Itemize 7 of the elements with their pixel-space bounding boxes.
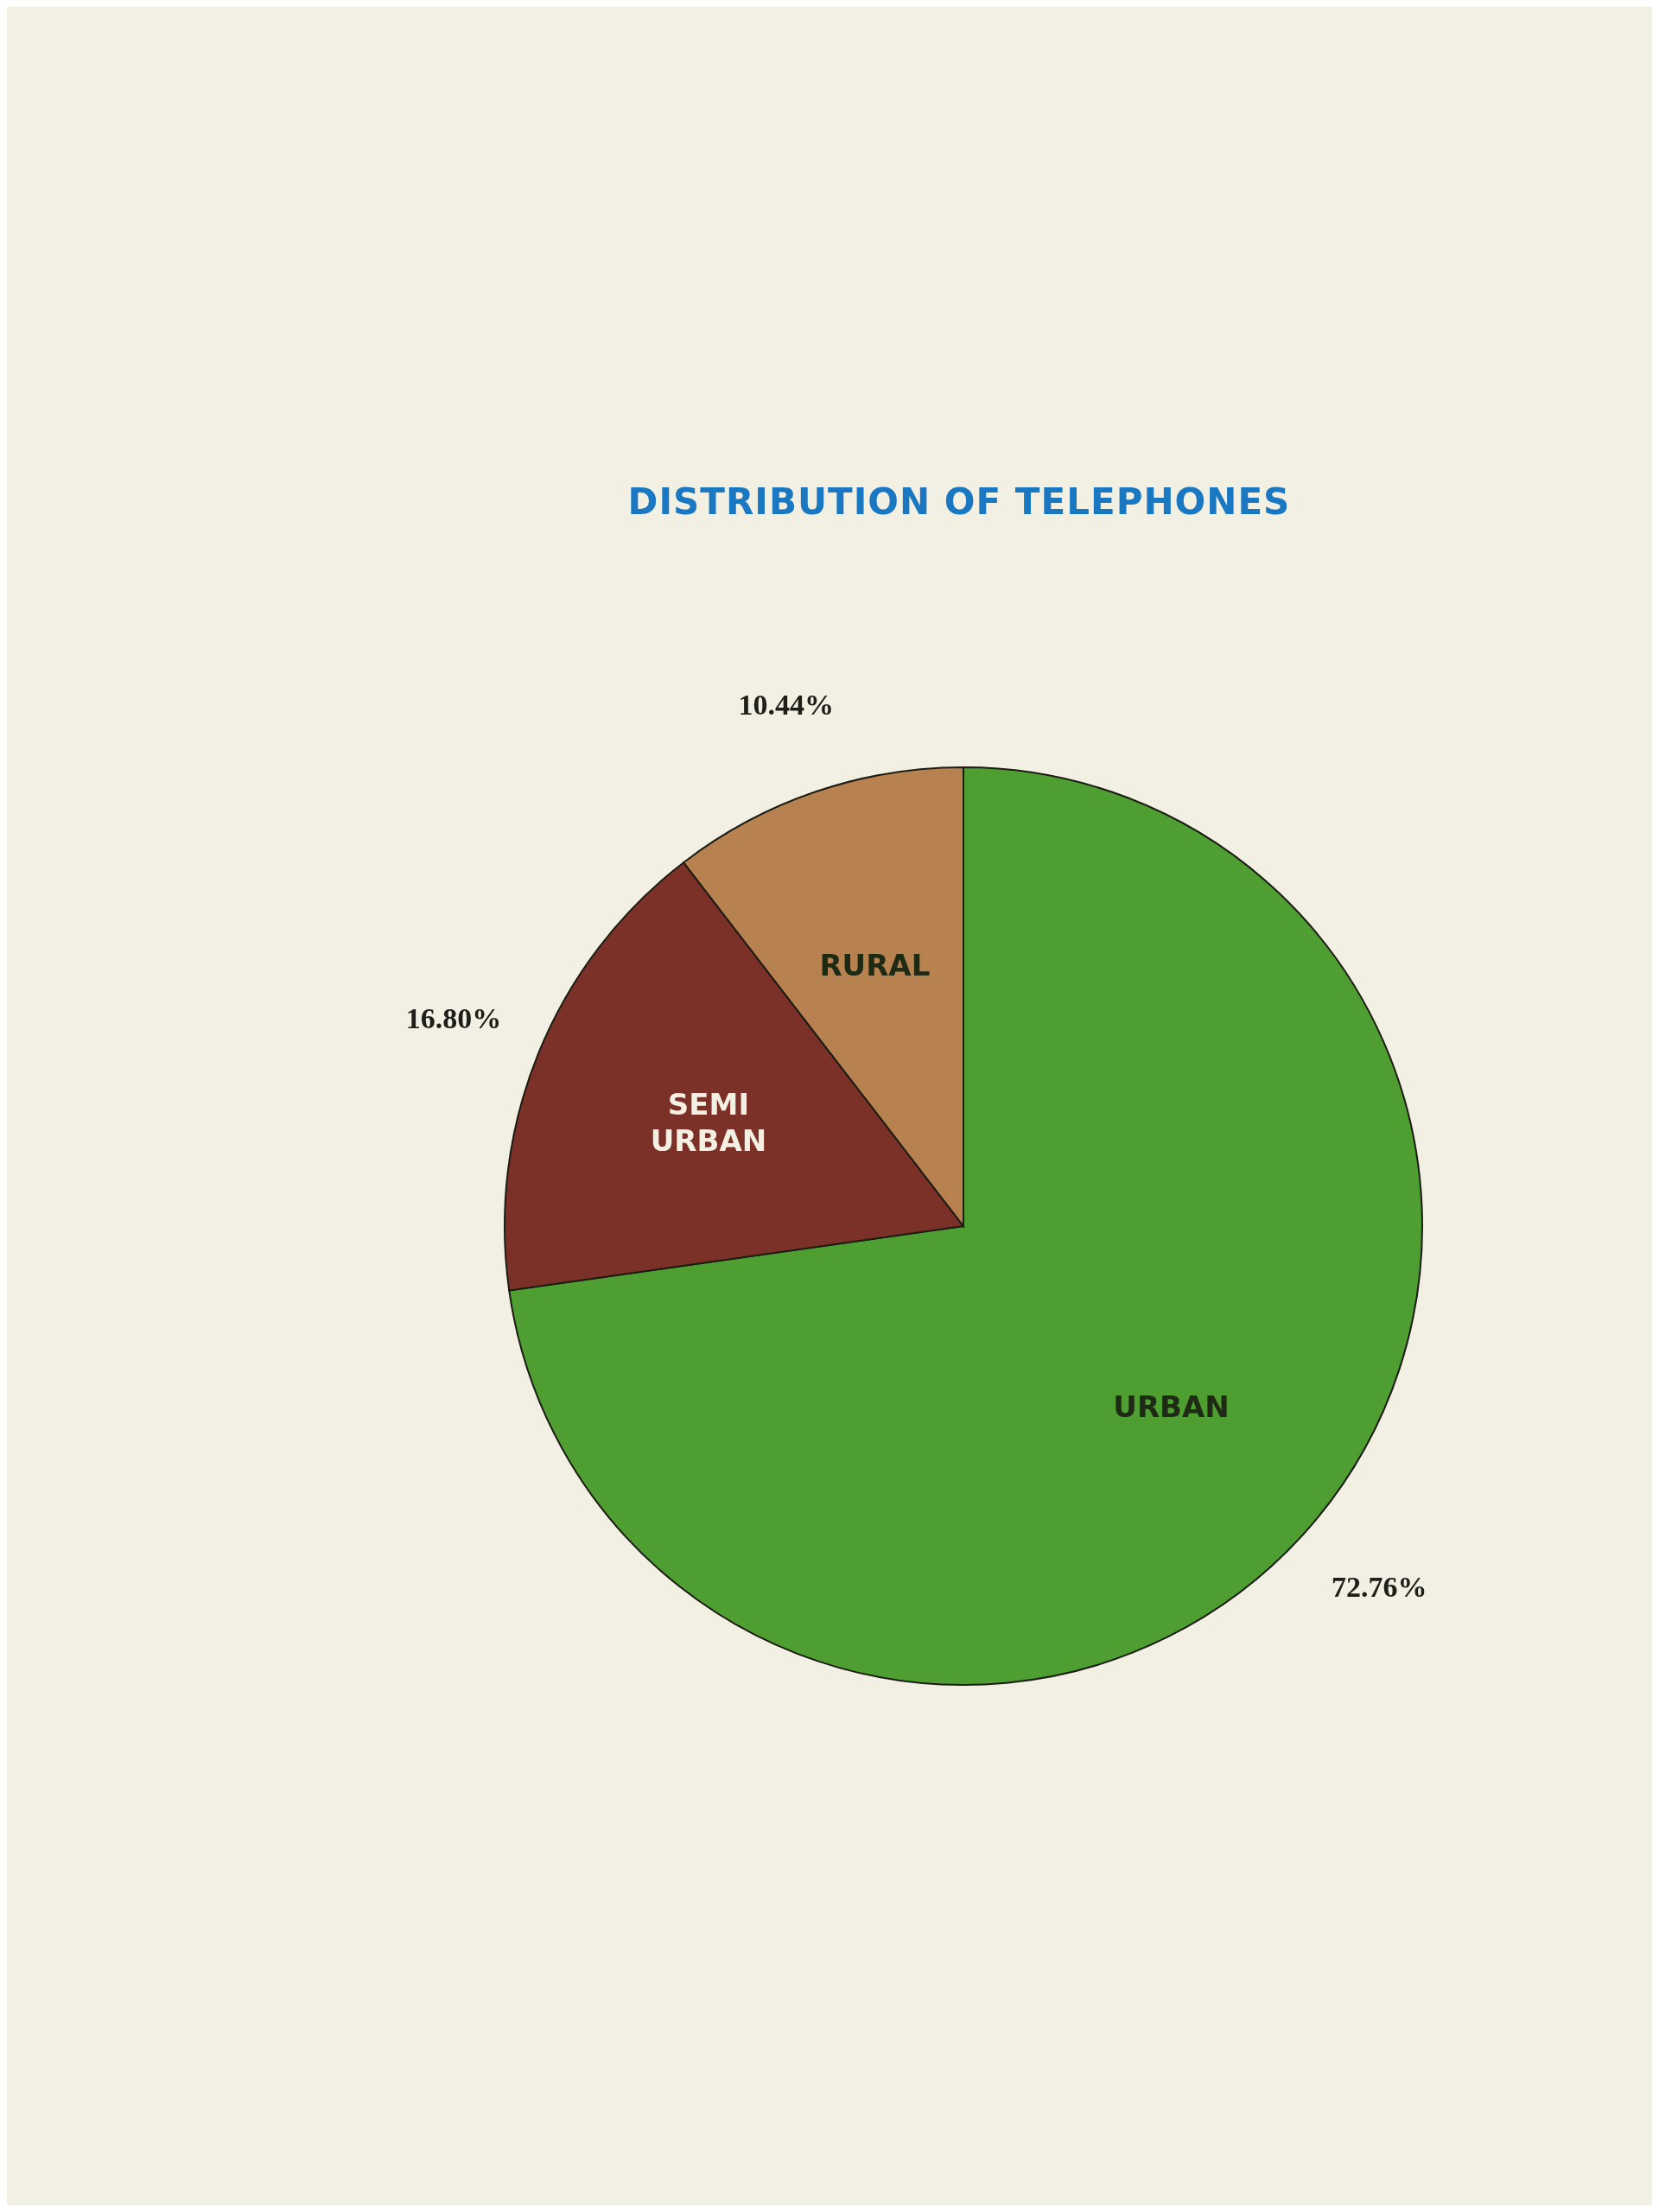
data-label: 16.80%	[405, 1001, 502, 1034]
chart-title: DISTRIBUTION OF TELEPHONES	[626, 480, 1292, 523]
slice-label: SEMI URBAN	[650, 1086, 767, 1158]
slice-label: RURAL	[819, 948, 931, 983]
slice-label: URBAN	[1113, 1389, 1230, 1424]
data-label: 10.44%	[738, 689, 834, 721]
data-label: 72.76%	[1331, 1571, 1427, 1604]
